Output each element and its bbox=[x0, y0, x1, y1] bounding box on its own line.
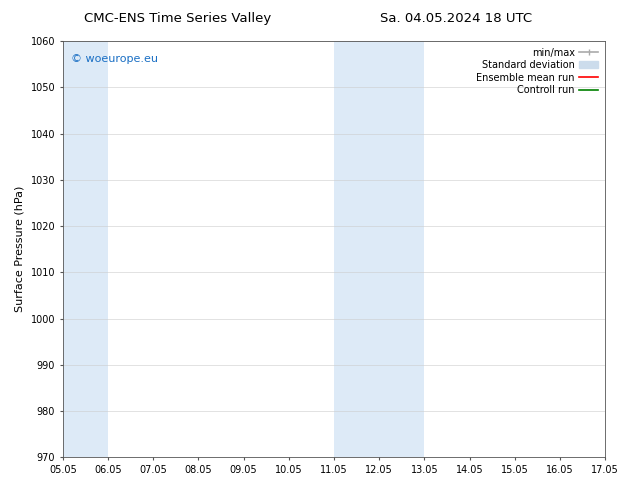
Y-axis label: Surface Pressure (hPa): Surface Pressure (hPa) bbox=[15, 186, 25, 313]
Bar bbox=[63, 41, 108, 457]
Bar bbox=[605, 41, 634, 457]
Bar bbox=[334, 41, 424, 457]
Text: Sa. 04.05.2024 18 UTC: Sa. 04.05.2024 18 UTC bbox=[380, 12, 533, 25]
Text: CMC-ENS Time Series Valley: CMC-ENS Time Series Valley bbox=[84, 12, 271, 25]
Text: © woeurope.eu: © woeurope.eu bbox=[71, 53, 158, 64]
Legend: min/max, Standard deviation, Ensemble mean run, Controll run: min/max, Standard deviation, Ensemble me… bbox=[474, 46, 600, 97]
